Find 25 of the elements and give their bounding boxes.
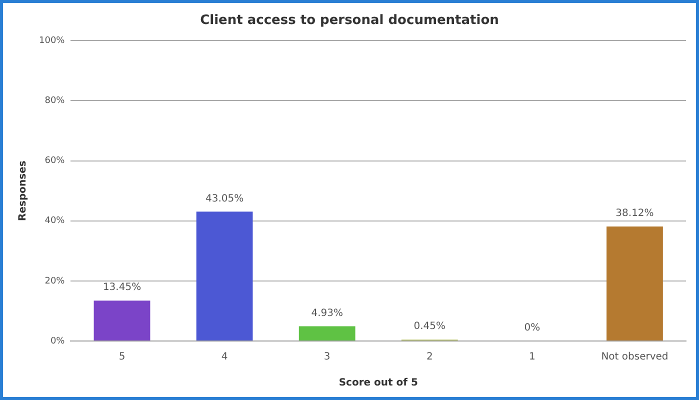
bar xyxy=(298,326,356,340)
y-tick-label: 60% xyxy=(44,156,66,166)
x-tick-label: 4 xyxy=(221,352,228,363)
chart-title: Client access to personal documentation xyxy=(200,13,499,28)
bar xyxy=(606,226,663,340)
data-label: 0% xyxy=(524,322,540,334)
y-tick-label: 20% xyxy=(44,276,66,286)
data-label: 13.45% xyxy=(102,282,142,294)
x-tick-label: 1 xyxy=(528,352,536,363)
y-axis-title: Responses xyxy=(18,160,29,221)
x-axis-title: Score out of 5 xyxy=(338,378,418,389)
x-tick-label: 5 xyxy=(118,352,126,363)
y-tick-label: 80% xyxy=(44,96,66,106)
data-label: 38.12% xyxy=(616,208,654,220)
bar xyxy=(94,300,150,340)
y-tick-label: 40% xyxy=(44,216,66,226)
data-label: 4.93% xyxy=(311,308,343,319)
data-label: 0.45% xyxy=(414,321,446,332)
x-tick-label: Not observed xyxy=(601,352,668,363)
y-tick-label: 100% xyxy=(38,36,66,46)
bar xyxy=(196,212,253,340)
x-tick-label: 2 xyxy=(426,352,433,363)
data-label: 43.05% xyxy=(205,193,244,204)
y-tick-label: 0% xyxy=(50,336,66,346)
x-tick-label: 3 xyxy=(324,352,330,363)
